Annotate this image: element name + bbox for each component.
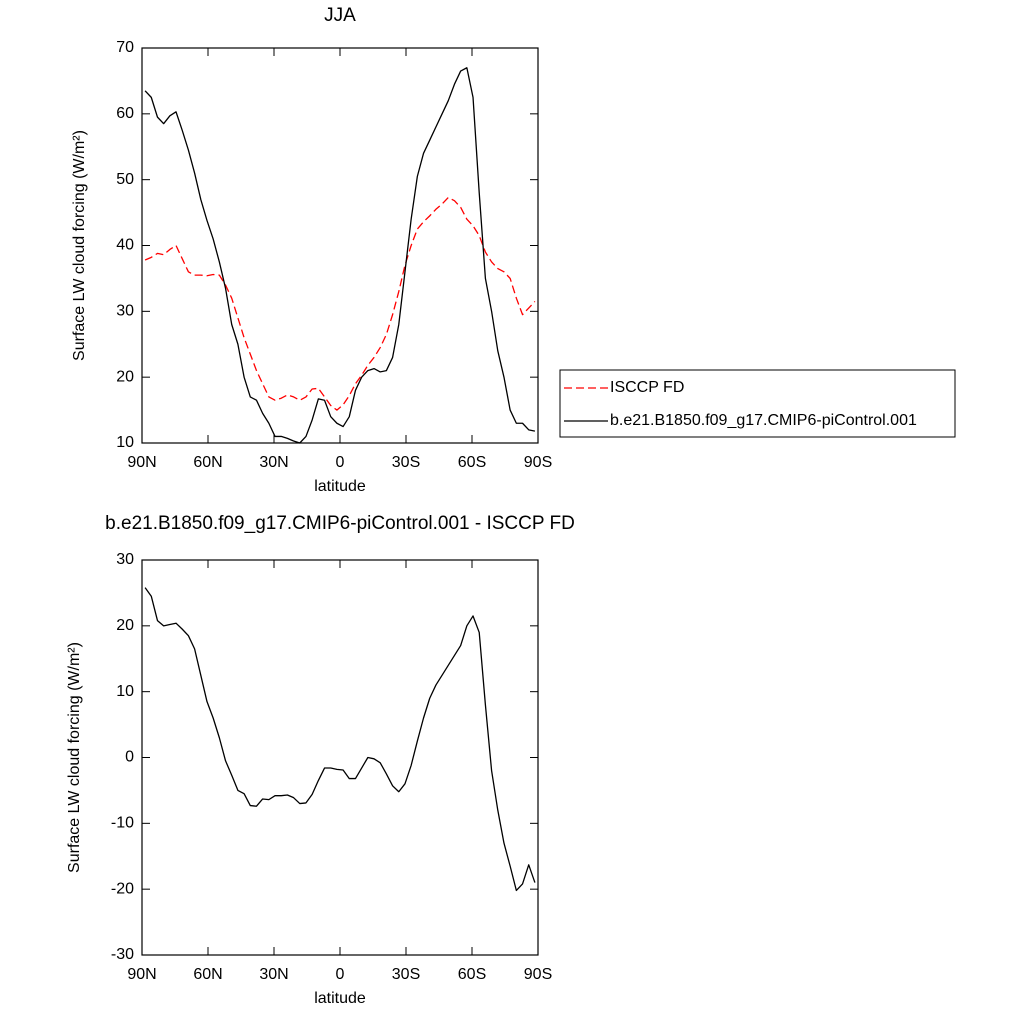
x-axis-label: latitude [314,478,366,495]
y-tick-label: 20 [116,617,134,634]
y-axis-label: Surface LW cloud forcing (W/m²) [66,642,83,873]
y-tick-label: -10 [111,815,134,832]
y-tick-label: 40 [116,237,134,254]
legend-label: ISCCP FD [610,379,684,396]
x-axis-label: latitude [314,990,366,1007]
y-tick-label: 30 [116,551,134,568]
x-tick-label: 30S [392,966,420,983]
legend-box [559,369,956,438]
x-tick-label: 60S [458,454,486,471]
plot-frame [141,559,539,956]
data-line [144,67,536,444]
y-tick-label: -20 [111,880,134,897]
x-tick-label: 90S [524,966,552,983]
plot-frame [141,47,539,444]
y-tick-label: 10 [116,683,134,700]
x-tick-label: 60N [193,454,222,471]
y-tick-label: -30 [111,946,134,963]
y-tick-label: 60 [116,105,134,122]
legend-label: b.e21.B1850.f09_g17.CMIP6-piControl.001 [610,412,917,429]
x-tick-label: 30S [392,454,420,471]
x-tick-label: 0 [336,966,345,983]
x-tick-label: 30N [259,966,288,983]
data-line [144,587,536,892]
x-tick-label: 30N [259,454,288,471]
x-tick-label: 90N [127,966,156,983]
y-axis-label: Surface LW cloud forcing (W/m²) [71,130,88,361]
y-tick-label: 30 [116,303,134,320]
x-tick-label: 60S [458,966,486,983]
x-tick-label: 60N [193,966,222,983]
y-tick-label: 50 [116,171,134,188]
y-tick-label: 70 [116,39,134,56]
x-tick-label: 90N [127,454,156,471]
chart-title: JJA [324,5,356,26]
chart-title: b.e21.B1850.f09_g17.CMIP6-piControl.001 … [105,513,575,534]
y-tick-label: 20 [116,368,134,385]
data-line [144,196,536,411]
x-tick-label: 90S [524,454,552,471]
y-tick-label: 10 [116,434,134,451]
x-tick-label: 0 [336,454,345,471]
y-tick-label: 0 [125,749,134,766]
